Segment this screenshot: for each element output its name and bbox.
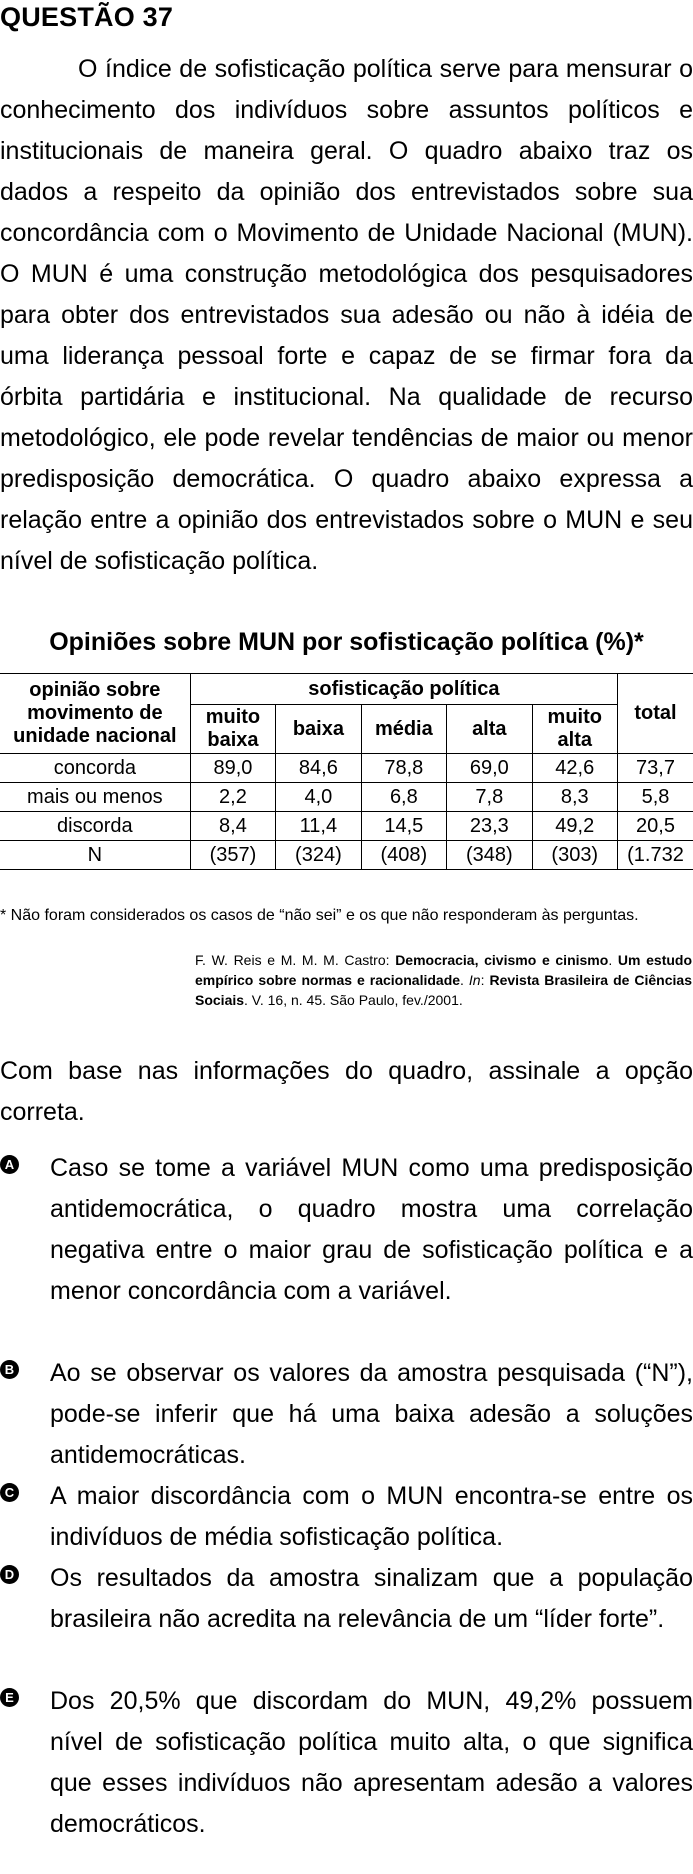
table-cell: (324) [275, 840, 362, 870]
table-cell: 6,8 [360, 782, 448, 812]
table-cell: 4,0 [275, 782, 362, 812]
table-cell: 89,0 [189, 753, 277, 783]
table-cell: 14,5 [360, 811, 448, 841]
source-separator: . [460, 972, 469, 988]
table-cell: 8,4 [189, 811, 277, 841]
option-b-badge: B [0, 1360, 19, 1379]
option-a-badge: A [0, 1155, 19, 1174]
table-row: mais ou menos 2,2 4,0 6,8 7,8 8,3 5,8 [0, 782, 693, 812]
source-authors: F. W. Reis e M. M. M. Castro: [195, 952, 396, 968]
table-cell: (348) [446, 840, 533, 870]
table-cell: 42,6 [531, 753, 618, 783]
table-header-row: opinião sobre movimento de unidade nacio… [0, 673, 693, 754]
question-title: QUESTÃO 37 [0, 2, 174, 32]
table-cell: 11,4 [275, 811, 362, 841]
source-separator: : [480, 972, 490, 988]
table-cell: 2,2 [189, 782, 277, 812]
source-citation: F. W. Reis e M. M. M. Castro: Democracia… [195, 950, 692, 1010]
row-label: concorda [0, 753, 191, 783]
table-cell: 7,8 [446, 782, 533, 812]
column-header: média [360, 704, 448, 754]
option-e-text: Dos 20,5% que discordam do MUN, 49,2% po… [50, 1687, 693, 1838]
source-subtitle: Um estudo empírico sobre normas e racion… [195, 952, 693, 988]
option-d-text: Os resultados da amostra sinalizam que a… [50, 1564, 693, 1633]
source-in: In [468, 972, 481, 988]
table-footnote: * Não foram considerados os casos de “nã… [0, 907, 639, 924]
group-header: sofisticação política [189, 673, 618, 705]
column-header: baixa [275, 704, 362, 754]
question-prompt: Com base nas informações do quadro, assi… [0, 1057, 693, 1126]
source-work: Democracia, civismo e cinismo [395, 952, 609, 968]
option-e-badge: E [0, 1688, 19, 1707]
table-cell: 23,3 [446, 811, 533, 841]
table-cell: (408) [360, 840, 448, 870]
table-subheader-row: muito baixa baixa média alta muito alta [0, 704, 693, 754]
table-cell: 49,2 [531, 811, 618, 841]
option-c-text: A maior discordância com o MUN encontra-… [50, 1482, 693, 1551]
table-cell: (303) [531, 840, 618, 870]
table-cell: 8,3 [531, 782, 618, 812]
table-cell: (357) [189, 840, 277, 870]
column-header: alta [446, 704, 533, 754]
table-cell: 84,6 [275, 753, 362, 783]
table-cell: 69,0 [446, 753, 533, 783]
option-d-badge: D [0, 1565, 19, 1584]
option-a-text: Caso se tome a variável MUN como uma pre… [50, 1154, 693, 1305]
intro-paragraph: O índice de sofisticação política serve … [0, 55, 693, 575]
row-label: discorda [0, 811, 191, 841]
total-cell: 20,5 [616, 811, 693, 841]
column-header: muito baixa [190, 704, 277, 754]
table-row: concorda 89,0 84,6 78,8 69,0 42,6 73,7 [0, 753, 693, 783]
source-details: . V. 16, n. 45. São Paulo, fev./2001. [244, 992, 463, 1008]
table-cell: 78,8 [360, 753, 448, 783]
source-journal: Revista Brasileira de Ciências Sociais [195, 972, 692, 1008]
total-cell: (1.732 [616, 840, 693, 870]
table-row: N (357) (324) (408) (348) (303) (1.732 [0, 840, 693, 870]
option-c-badge: C [0, 1483, 19, 1502]
row-label: N [0, 840, 191, 870]
column-header: muito alta [531, 704, 618, 754]
total-cell: 5,8 [616, 782, 693, 812]
total-header: total [616, 673, 693, 754]
option-b-text: Ao se observar os valores da amostra pes… [50, 1359, 693, 1469]
corner-header: opinião sobre movimento de unidade nacio… [0, 673, 191, 754]
row-label: mais ou menos [0, 782, 191, 812]
table-row: discorda 8,4 11,4 14,5 23,3 49,2 20,5 [0, 811, 693, 841]
source-separator: . [608, 952, 618, 968]
table-caption: Opiniões sobre MUN por sofisticação polí… [49, 628, 644, 656]
mun-table: opinião sobre movimento de unidade nacio… [0, 673, 693, 870]
total-cell: 73,7 [616, 753, 693, 783]
